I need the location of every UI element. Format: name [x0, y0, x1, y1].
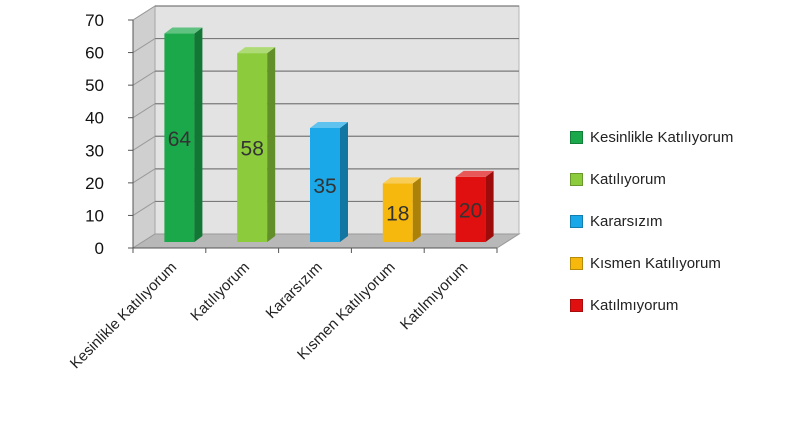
x-tick-label: Katılmıyorum [397, 259, 472, 334]
legend-label: Kararsızım [590, 212, 663, 230]
y-tick-label: 70 [85, 11, 104, 30]
bar-top [382, 177, 421, 184]
gridline-side [132, 5, 156, 21]
y-tick-label: 30 [85, 141, 104, 160]
legend-swatch [570, 172, 583, 186]
y-tick-label: 60 [85, 44, 104, 63]
bar [455, 176, 486, 242]
data-label: 58 [241, 138, 264, 161]
data-label: 35 [313, 175, 336, 198]
x-tick-label: Kararsızım [263, 259, 326, 322]
bar-side [485, 170, 494, 242]
legend-item: Katılıyorum [570, 158, 733, 200]
legend-swatch [570, 256, 583, 270]
bar-side [412, 177, 421, 242]
legend-swatch [570, 298, 583, 312]
gridline-side [132, 201, 156, 216]
data-label: 20 [459, 199, 482, 222]
bar-top [164, 27, 203, 34]
y-tick-label: 0 [95, 239, 104, 258]
y-tick-label: 10 [85, 206, 104, 225]
bar-side [267, 47, 276, 243]
gridline-side [132, 38, 156, 53]
gridline-side [132, 70, 156, 86]
chart-legend: Kesinlikle Katılıyorum Katılıyorum Karar… [570, 116, 733, 326]
bar-top [455, 170, 494, 177]
legend-item: Kesinlikle Katılıyorum [570, 116, 733, 158]
data-label: 18 [386, 203, 409, 226]
bar [310, 128, 340, 242]
gridline-side [132, 168, 156, 184]
bar-top [310, 122, 348, 128]
bar [382, 183, 413, 242]
gridline-side [132, 103, 156, 119]
gridline-side [132, 135, 156, 151]
legend-label: Katılmıyorum [590, 296, 679, 314]
legend-swatch [570, 130, 583, 144]
y-tick-label: 50 [85, 76, 104, 95]
legend-item: Kısmen Katılıyorum [570, 242, 733, 284]
y-tick-label: 20 [85, 174, 104, 193]
data-label: 64 [168, 128, 192, 151]
legend-label: Kesinlikle Katılıyorum [590, 128, 734, 146]
legend-label: Kısmen Katılıyorum [590, 254, 721, 272]
bar-side [194, 27, 203, 242]
bar-top [237, 47, 276, 54]
bar [237, 53, 268, 243]
y-tick-label: 40 [85, 109, 104, 128]
x-tick-label: Kesinlikle Katılıyorum [67, 259, 180, 372]
x-tick-label: Katılıyorum [187, 259, 253, 325]
bar [164, 33, 195, 242]
side-wall [132, 5, 156, 249]
bar-side [340, 122, 348, 242]
legend-item: Kararsızım [570, 200, 733, 242]
legend-swatch [570, 214, 583, 228]
legend-label: Katılıyorum [590, 170, 666, 188]
legend-item: Katılmıyorum [570, 284, 733, 326]
